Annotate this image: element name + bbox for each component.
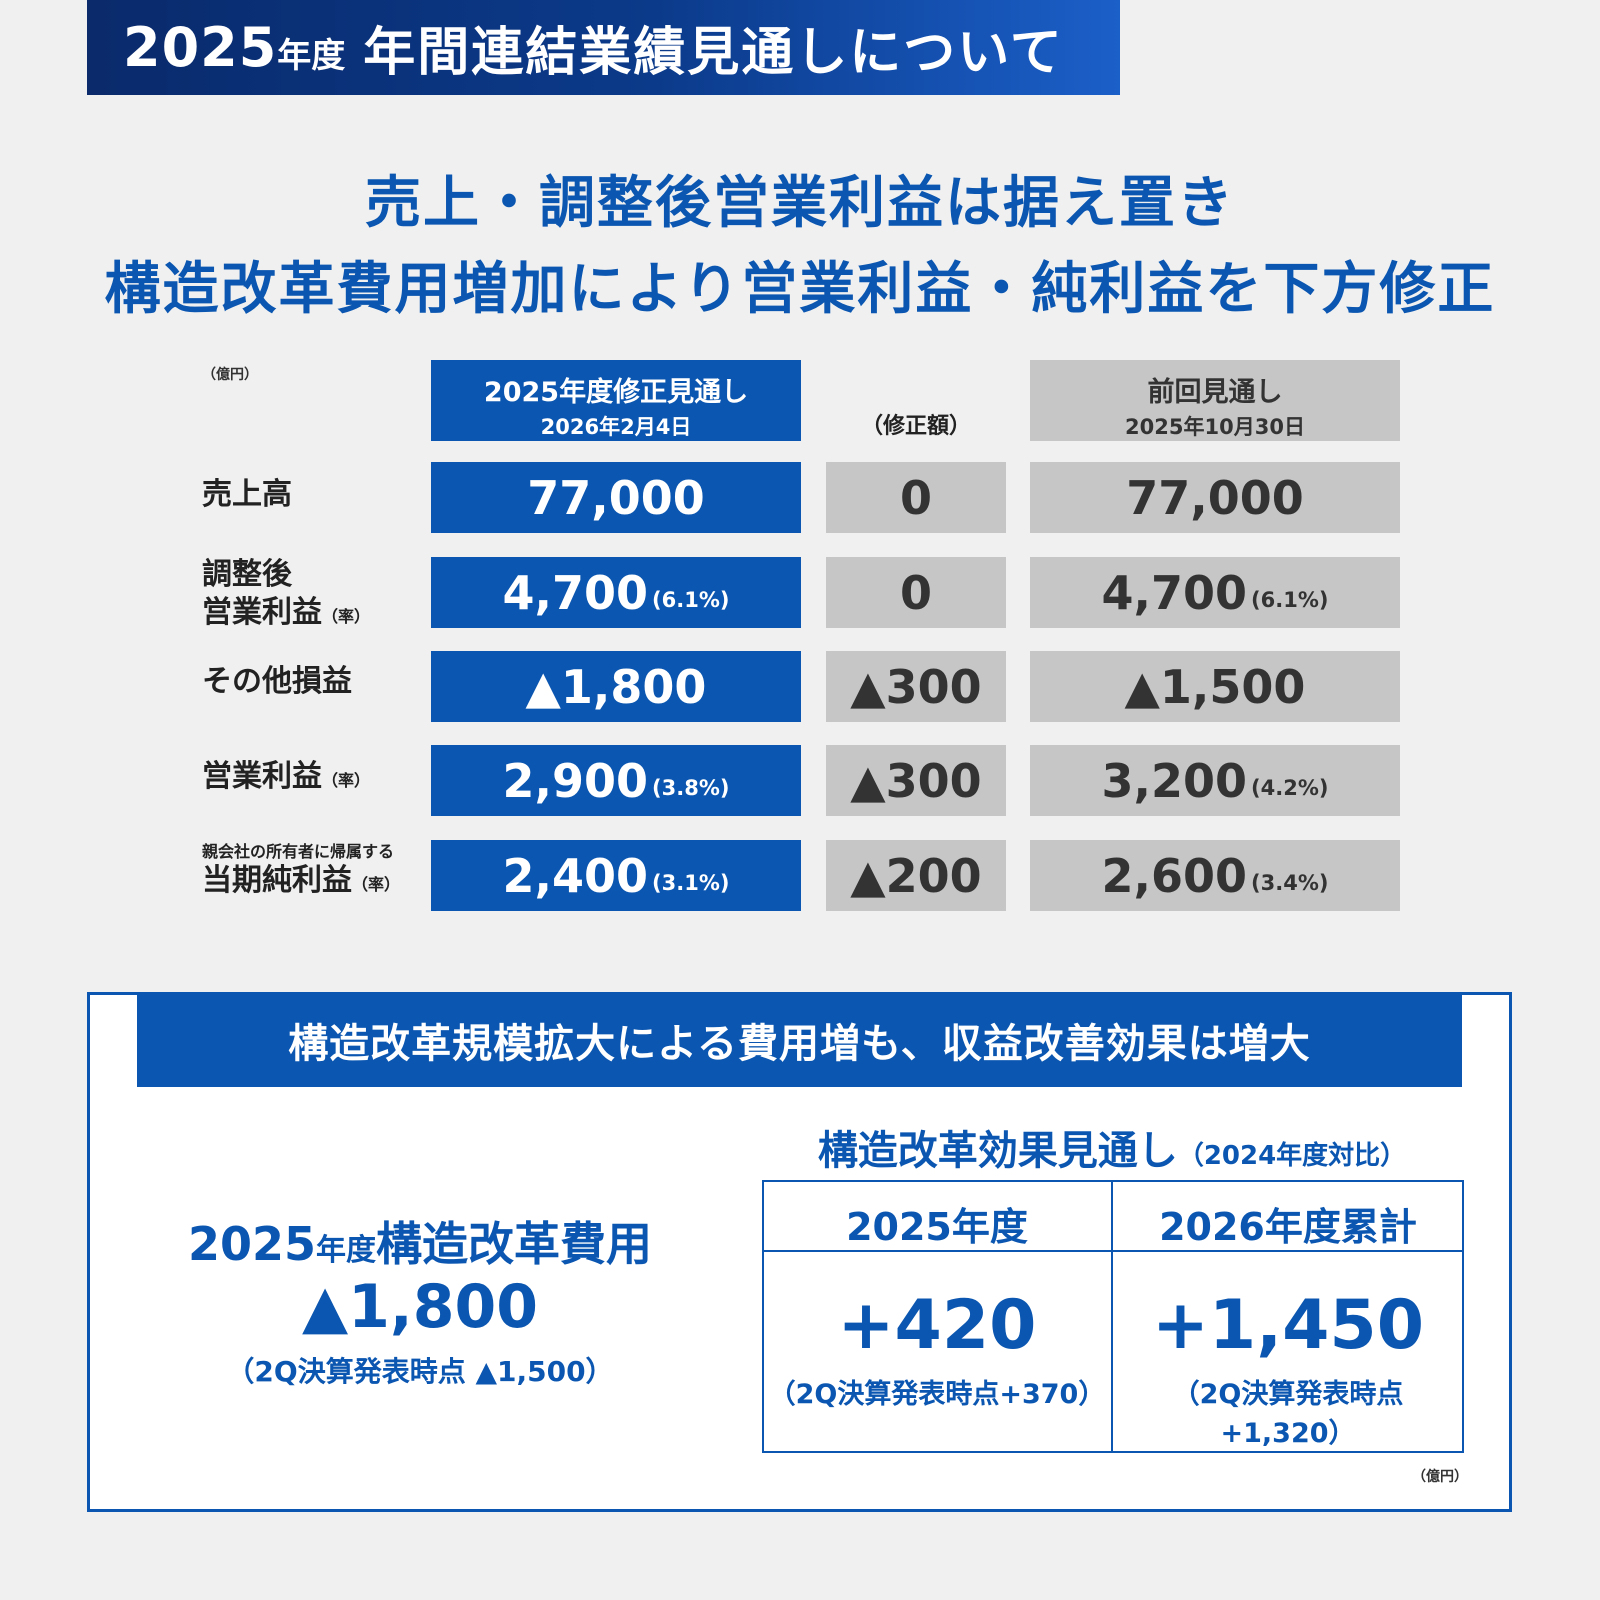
page-banner: 2025 年度 年間連結業績見通しについて [87, 0, 1120, 95]
revised-title: 2025年度修正見通し [483, 377, 749, 408]
cell-revised: 2,400 (3.1%) [431, 840, 801, 911]
effect-col1-head: 2025年度 [846, 1205, 1028, 1249]
effect-table-divider [762, 1250, 1464, 1252]
column-header-revision: （修正額） [860, 414, 971, 439]
effect-col2-head: 2026年度累計 [1159, 1205, 1417, 1249]
value: 4,700 [1101, 565, 1248, 620]
value: ▲1,800 [525, 659, 707, 714]
value: ▲200 [850, 848, 982, 903]
rate-label: （率） [322, 771, 371, 790]
cell-previous: 3,200 (4.2%) [1030, 745, 1400, 816]
row-label-op-profit: 営業利益（率） [202, 758, 370, 800]
value: 77,000 [1126, 470, 1304, 525]
cell-revision: ▲200 [826, 840, 1006, 911]
percentage: (3.4%) [1251, 870, 1329, 895]
row-label-text: 売上高 [202, 477, 292, 512]
column-header-revised: 2025年度修正見通し 2026年2月4日 [431, 360, 801, 441]
value: ▲300 [850, 659, 982, 714]
row-label-text: 営業利益 [202, 759, 322, 794]
percentage: (6.1%) [1251, 587, 1329, 612]
row-label-text: 調整後 [202, 557, 292, 592]
effect-col2-note: （2Q決算発表時点+1,320） [1172, 1379, 1404, 1449]
revised-date: 2026年2月4日 [540, 415, 692, 439]
column-header-previous: 前回見通し 2025年10月30日 [1030, 360, 1400, 441]
value: 77,000 [527, 470, 705, 525]
cost-year: 2025 [187, 1217, 317, 1271]
cost-label: 構造改革費用 [376, 1217, 653, 1271]
percentage: (6.1%) [652, 587, 730, 612]
effect-table [762, 1180, 1464, 1453]
value: ▲300 [850, 753, 982, 808]
effect-title: 構造改革効果見通し（2024年度対比） [762, 1118, 1462, 1176]
page-title: 年間連結業績見通しについて [363, 23, 1064, 83]
previous-title: 前回見通し [1147, 377, 1283, 408]
previous-date: 2025年10月30日 [1125, 415, 1305, 439]
value: 2,900 [502, 753, 649, 808]
effect-col1-note: （2Q決算発表時点+370） [768, 1379, 1106, 1410]
value: ▲1,500 [1124, 659, 1306, 714]
value: 4,700 [502, 565, 649, 620]
cell-revision: ▲300 [826, 745, 1006, 816]
cell-previous: 2,600 (3.4%) [1030, 840, 1400, 911]
value: 3,200 [1101, 753, 1248, 808]
cell-revised: 2,900 (3.8%) [431, 745, 801, 816]
cell-revision: 0 [826, 462, 1006, 533]
banner-nendo: 年度 [277, 36, 346, 76]
box-unit: （億円） [1412, 1469, 1468, 1485]
percentage: (3.8%) [652, 775, 730, 800]
cell-previous: 77,000 [1030, 462, 1400, 533]
row-label-sales: 売上高 [202, 476, 292, 514]
effect-col2-value: +1,450 [1151, 1286, 1425, 1365]
banner-year: 2025 [123, 16, 278, 79]
value: 2,400 [502, 848, 649, 903]
effect-table-divider [1111, 1180, 1113, 1453]
cost-nendo: 年度 [316, 1233, 377, 1268]
row-label-note: 親会社の所有者に帰属する [202, 842, 395, 861]
effect-title-sub: （2024年度対比） [1177, 1141, 1407, 1171]
effect-col1-value: +420 [837, 1286, 1037, 1365]
percentage: (3.1%) [652, 870, 730, 895]
rate-label: （率） [352, 875, 401, 894]
percentage: (4.2%) [1251, 775, 1329, 800]
row-label-text: 当期純利益 [202, 863, 352, 898]
value: 2,600 [1101, 848, 1248, 903]
restructuring-cost-title: 2025年度構造改革費用 [120, 1208, 720, 1274]
restructuring-cost-value: ▲1,800 [302, 1272, 538, 1342]
effect-title-main: 構造改革効果見通し [817, 1128, 1178, 1174]
cell-previous: 4,700 (6.1%) [1030, 557, 1400, 628]
cell-revised: 77,000 [431, 462, 801, 533]
cell-revision: 0 [826, 557, 1006, 628]
row-label-other: その他損益 [202, 663, 352, 701]
cell-revision: ▲300 [826, 651, 1006, 722]
headline-line1: 売上・調整後営業利益は据え置き [365, 171, 1235, 236]
value: 0 [899, 565, 932, 620]
table-unit: （億円） [202, 367, 258, 383]
cell-previous: ▲1,500 [1030, 651, 1400, 722]
row-label-adjusted-op: 調整後 営業利益（率） [202, 556, 370, 636]
cell-revised: ▲1,800 [431, 651, 801, 722]
restructuring-cost-note: （2Q決算発表時点 ▲1,500） [226, 1355, 614, 1388]
value: 0 [899, 470, 932, 525]
row-label-text: その他損益 [202, 664, 352, 699]
cell-revised: 4,700 (6.1%) [431, 557, 801, 628]
restructuring-box-title: 構造改革規模拡大による費用増も、収益改善効果は増大 [137, 992, 1462, 1087]
headline-line2: 構造改革費用増加により営業利益・純利益を下方修正 [104, 257, 1496, 322]
row-label-text: 営業利益 [202, 595, 322, 630]
row-label-net-profit: 親会社の所有者に帰属する 当期純利益（率） [202, 842, 400, 904]
rate-label: （率） [322, 607, 371, 626]
